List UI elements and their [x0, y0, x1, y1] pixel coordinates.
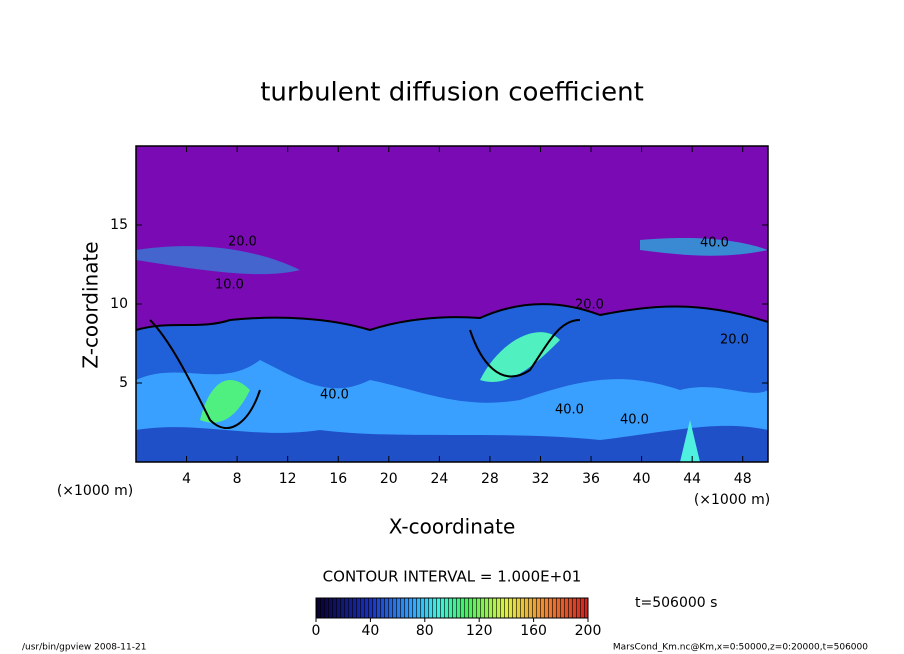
colorbar-lines — [316, 598, 588, 618]
footer-right: MarsCond_Km.nc@Km,x=0:50000,z=0:20000,t=… — [613, 643, 868, 653]
time-label: t=506000 s — [635, 595, 717, 611]
y-unit: (×1000 m) — [57, 483, 133, 499]
x-tick-label: 28 — [481, 471, 499, 487]
x-tick-label: 36 — [582, 471, 600, 487]
colorbar-tick-label: 120 — [466, 623, 493, 639]
colorbar-tick-label: 40 — [361, 623, 379, 639]
colorbar-tick-label: 200 — [575, 623, 602, 639]
colorbar-tick-label: 160 — [520, 623, 547, 639]
x-tick-label: 8 — [233, 471, 242, 487]
contour-field — [136, 146, 768, 462]
x-tick-label: 16 — [329, 471, 347, 487]
footer-left: /usr/bin/gpview 2008-11-21 — [22, 643, 146, 653]
contour-label: 40.0 — [620, 413, 649, 428]
x-tick-label: 12 — [279, 471, 297, 487]
x-tick-label: 32 — [532, 471, 550, 487]
colorbar-tick-label: 80 — [416, 623, 434, 639]
y-tick-label: 5 — [119, 375, 128, 391]
x-tick-label: 44 — [683, 471, 701, 487]
contour-label: 20.0 — [228, 235, 257, 250]
x-tick-label: 4 — [182, 471, 191, 487]
contour-label: 10.0 — [215, 278, 244, 293]
y-tick-label: 10 — [110, 296, 128, 312]
x-tick-label: 20 — [380, 471, 398, 487]
contour-label: 20.0 — [575, 298, 604, 313]
y-tick-label: 15 — [110, 217, 128, 233]
x-tick-label: 48 — [734, 471, 752, 487]
contour-label: 40.0 — [320, 388, 349, 403]
x-tick-label: 40 — [633, 471, 651, 487]
x-unit: (×1000 m) — [694, 492, 770, 508]
chart-title: turbulent diffusion coefficient — [260, 78, 644, 108]
x-axis-label: X-coordinate — [389, 515, 516, 539]
y-axis-label: Z-coordinate — [79, 241, 103, 368]
contour-label: 40.0 — [555, 403, 584, 418]
contour-interval: CONTOUR INTERVAL = 1.000E+01 — [323, 568, 582, 586]
colorbar-tick-label: 0 — [312, 623, 321, 639]
contour-label: 40.0 — [700, 236, 729, 251]
x-tick-label: 24 — [430, 471, 448, 487]
contour-label: 20.0 — [720, 333, 749, 348]
